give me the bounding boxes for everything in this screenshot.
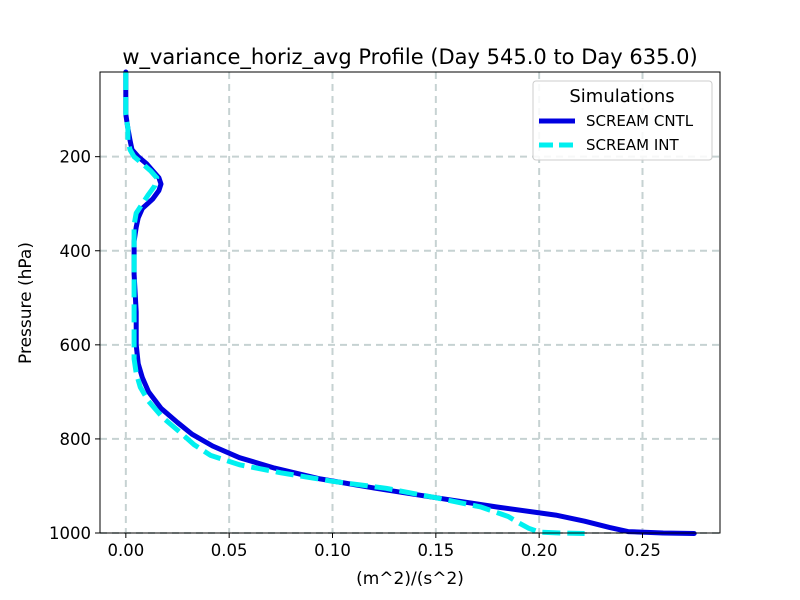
x-tick-label-2: 0.10 (314, 541, 351, 560)
series-line-scream-cntl (123, 69, 697, 536)
y-tick-label-2: 600 (60, 336, 92, 355)
legend: Simulations SCREAM CNTL SCREAM INT (532, 80, 713, 161)
chart-title: w_variance_horiz_avg Profile (Day 545.0 … (122, 45, 697, 70)
plot-frame (99, 71, 721, 534)
series-layer (123, 69, 697, 536)
y-tick-label-4: 1000 (49, 524, 91, 543)
y-tick-label-0: 200 (60, 148, 92, 167)
y-tick-label-3: 800 (60, 430, 92, 449)
x-tick-label-5: 0.25 (624, 541, 661, 560)
legend-label-scream-cntl: SCREAM CNTL (586, 112, 694, 130)
x-tick-label-1: 0.05 (211, 541, 248, 560)
series-line-scream-int (123, 72, 585, 536)
axis-ticks: 0.00 0.05 0.10 0.15 0.20 0.25 200 400 600 800 1000 (49, 148, 661, 560)
legend-label-scream-int: SCREAM INT (586, 136, 680, 154)
x-axis-label: (m^2)/(s^2) (356, 569, 464, 589)
legend-box (532, 80, 713, 161)
x-tick-label-4: 0.20 (521, 541, 558, 560)
x-tick-label-3: 0.15 (417, 541, 454, 560)
legend-title: Simulations (569, 86, 674, 107)
y-axis-label: Pressure (hPa) (16, 242, 36, 364)
x-tick-label-0: 0.00 (107, 541, 144, 560)
y-tick-label-1: 400 (60, 242, 92, 261)
